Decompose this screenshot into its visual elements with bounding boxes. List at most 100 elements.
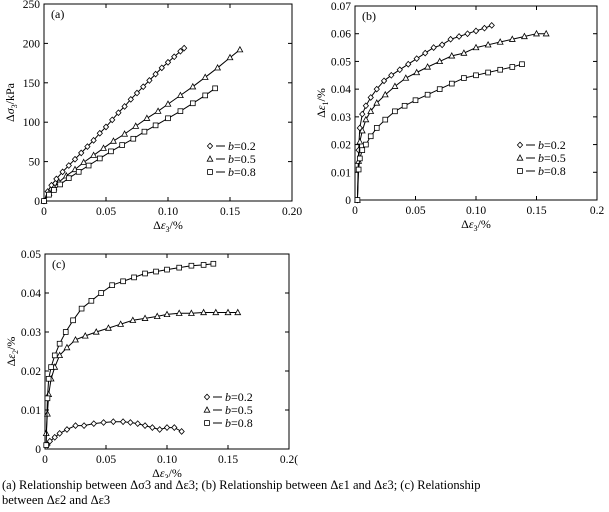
data-point — [41, 198, 47, 204]
data-point — [154, 107, 162, 114]
series-line — [356, 33, 547, 201]
series-line — [45, 312, 238, 434]
series-line — [45, 263, 214, 446]
x-tick-label: 0.05 — [96, 454, 116, 466]
series-line — [356, 63, 523, 201]
legend: b=0.2b=0.5b=0.8 — [203, 390, 253, 430]
x-tick-label: 0.05 — [405, 205, 425, 217]
data-point — [153, 312, 161, 320]
data-point — [163, 310, 171, 318]
data-point — [472, 43, 480, 51]
x-tick-label: 0.10 — [158, 206, 178, 218]
data-point — [110, 418, 117, 426]
y-tick-label: 0.02 — [21, 366, 41, 378]
data-point — [367, 133, 374, 140]
data-point — [212, 308, 220, 316]
data-point — [85, 162, 92, 169]
chart-panel-c: 0 0.05 0.10 0.15 0.2(0 0.01 0.02 0.03 0.04 0.05 (c… — [4, 249, 298, 478]
data-point — [117, 320, 125, 327]
chart-panel-a: 0 0.05 0.10 0.15 0.20 0 50 100 150 200 250 (a) Δε3/%… — [3, 0, 302, 234]
data-point — [66, 175, 72, 181]
y-tick-label: 0.04 — [331, 84, 351, 96]
data-point — [57, 181, 63, 188]
data-point — [100, 144, 107, 151]
data-point — [177, 108, 184, 114]
data-point — [358, 126, 366, 134]
panel-label: (a) — [51, 7, 64, 21]
y-tick-label: 200 — [23, 38, 41, 50]
data-point — [120, 278, 126, 285]
data-point — [46, 437, 54, 445]
y-tick-label: 250 — [23, 0, 41, 11]
data-point — [236, 45, 244, 53]
data-point — [104, 324, 112, 331]
data-point — [224, 308, 232, 316]
data-point — [373, 85, 380, 93]
data-point — [121, 103, 128, 110]
data-point — [359, 147, 366, 153]
data-point — [430, 44, 437, 51]
data-point — [127, 95, 134, 103]
data-point — [146, 77, 153, 84]
x-axis-label: Δε3/% — [461, 217, 491, 233]
x-tick-label: 0.15 — [218, 454, 238, 466]
data-point — [51, 433, 58, 441]
y-axis-label: Δσ3/kPa — [3, 82, 19, 122]
y-tick-label: 0.01 — [331, 167, 351, 179]
series-b-0.5 — [353, 29, 550, 203]
data-point — [356, 137, 364, 145]
data-point — [455, 33, 463, 40]
data-point — [497, 66, 503, 73]
x-axis-label: Δε3/% — [153, 218, 183, 234]
legend-entry: b=0.5 — [228, 152, 256, 166]
data-point — [412, 97, 419, 104]
data-point — [164, 266, 170, 273]
y-tick-label: 0.05 — [21, 249, 41, 261]
legend-entry: b=0.5 — [225, 403, 253, 417]
data-point — [424, 91, 431, 98]
x-tick-label: 0 — [41, 206, 47, 218]
chart-panel-b: 0 0.05 0.10 0.15 0.2 0 0.01 0.02 0.03 0.04 0.05 0.0… — [314, 1, 604, 233]
data-point — [401, 102, 408, 109]
data-point — [141, 314, 149, 321]
legend-marker — [206, 142, 214, 150]
data-point — [202, 92, 209, 99]
data-point — [520, 32, 528, 40]
legend-marker — [517, 168, 523, 174]
data-point — [119, 142, 125, 148]
data-point — [413, 68, 421, 76]
data-point — [175, 309, 183, 316]
series-b-0.2 — [40, 44, 188, 205]
legend: b=0.2b=0.5b=0.8 — [516, 138, 566, 178]
data-point — [63, 426, 71, 433]
series-b-0.2 — [354, 22, 495, 204]
legend-marker — [206, 155, 214, 162]
data-point — [362, 102, 370, 110]
data-point — [380, 77, 388, 85]
data-point — [119, 418, 127, 426]
legend-entry: b=0.2 — [225, 390, 253, 404]
y-tick-label: 0.07 — [331, 1, 351, 13]
data-point — [129, 316, 137, 323]
y-tick-label: 150 — [23, 78, 41, 90]
y-tick-label: 0.01 — [21, 405, 41, 417]
legend-entry: b=0.2 — [228, 139, 256, 153]
legend-entry: b=0.8 — [225, 416, 253, 430]
data-point — [121, 130, 129, 137]
y-tick-label: 0.03 — [21, 327, 41, 339]
data-point — [187, 309, 195, 316]
series-b-0.8 — [41, 85, 218, 204]
x-tick-label: 0.10 — [157, 454, 177, 466]
legend-entry: b=0.5 — [538, 151, 566, 165]
data-point — [373, 125, 380, 131]
data-point — [63, 343, 71, 351]
figure-canvas: 0 0.05 0.10 0.15 0.20050100150200250(a)Δε3/%… — [3, 0, 604, 478]
data-point — [373, 99, 381, 106]
data-point — [143, 114, 151, 121]
x-tick-label: 0 — [352, 205, 358, 217]
data-point — [115, 109, 122, 117]
panel-label: (b) — [362, 9, 376, 23]
y-tick-label: 100 — [23, 117, 41, 129]
data-point — [72, 335, 79, 343]
y-axis-label: Δε2/% — [4, 337, 20, 367]
